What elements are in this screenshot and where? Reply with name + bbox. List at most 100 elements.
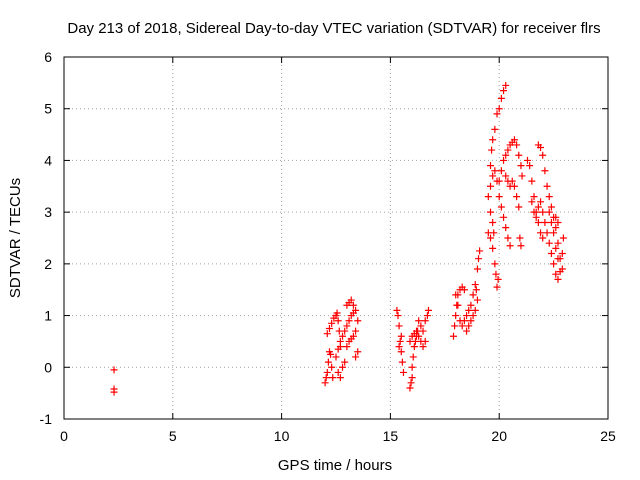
data-point [406,384,414,392]
data-point [541,167,549,175]
data-point [508,177,516,185]
data-point [410,343,418,351]
data-point [518,172,526,180]
data-series-sdtvar [110,81,567,396]
data-point [329,374,337,382]
data-point [530,193,538,201]
data-point [473,265,481,273]
data-point [465,322,473,330]
data-point [517,162,525,170]
x-axis: 0 5 10 15 20 25 [60,57,616,444]
data-point [495,105,503,113]
data-point [539,151,547,159]
data-point [349,301,357,309]
data-point [547,218,555,226]
data-point [408,363,416,371]
data-point [504,234,512,242]
data-point [334,368,342,376]
data-point [489,244,497,252]
data-point [541,218,549,226]
data-point [558,250,566,258]
y-axis-label: SDTVAR / TECUs [7,178,24,298]
data-point [110,388,118,396]
data-point [334,317,342,325]
data-point [323,368,331,376]
data-point [497,203,505,211]
data-point [451,322,459,330]
data-point [475,255,483,263]
data-point [452,312,460,320]
data-point [322,374,330,382]
grid [64,57,608,419]
data-point [328,319,336,327]
data-point [530,208,538,216]
y-tick-label: 0 [44,359,52,375]
data-point [545,208,553,216]
data-point [489,218,497,226]
data-point [513,141,521,149]
data-point [460,286,468,294]
data-point [395,322,403,330]
data-point [354,317,362,325]
data-point [559,234,567,242]
data-point [543,229,551,237]
data-point [450,332,458,340]
data-point [393,306,401,314]
data-point [491,167,499,175]
y-tick-label: 2 [44,256,52,272]
data-point [394,312,402,320]
data-point [537,229,545,237]
data-point [473,296,481,304]
data-point [324,358,332,366]
data-point [339,363,347,371]
data-point [500,87,508,95]
data-point [471,306,479,314]
data-point [409,353,417,361]
data-point [493,110,501,118]
data-point [502,81,510,89]
data-point [534,218,542,226]
data-point [552,213,560,221]
data-point [415,317,423,325]
data-point [502,224,510,232]
data-point [336,343,344,351]
data-point [472,286,480,294]
data-point [534,203,542,211]
x-axis-label: GPS time / hours [278,457,392,474]
data-point [537,198,545,206]
data-point [454,301,462,309]
data-point [352,353,360,361]
data-point [407,379,415,387]
data-point [539,234,547,242]
data-point [347,296,355,304]
y-tick-label: 4 [44,152,52,168]
data-point [497,167,505,175]
data-point [486,234,494,242]
data-point [516,234,524,242]
data-point [552,270,560,278]
data-point [515,203,523,211]
data-point [532,213,540,221]
data-point [500,156,508,164]
y-tick-label: -1 [40,411,53,427]
data-point [336,374,344,382]
data-point [419,343,427,351]
x-tick-label: 15 [383,428,399,444]
data-point [545,239,553,247]
data-point [547,203,555,211]
x-tick-label: 20 [491,428,507,444]
data-point [486,208,494,216]
data-point [552,224,560,232]
data-point [397,332,405,340]
x-tick-label: 5 [169,428,177,444]
data-point [349,332,357,340]
data-point [398,358,406,366]
data-point [110,366,118,374]
data-point [517,242,525,250]
y-axis: -1 0 1 2 3 4 5 6 [40,49,608,427]
data-point [399,368,407,376]
data-point [467,301,475,309]
data-point [408,374,416,382]
data-point [495,177,503,185]
data-point [395,343,403,351]
